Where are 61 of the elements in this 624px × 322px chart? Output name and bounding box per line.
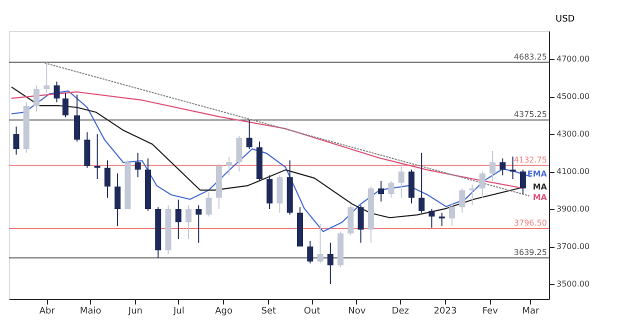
candlestick (418, 152, 425, 214)
candlestick (186, 204, 192, 240)
candlestick (54, 81, 60, 103)
x-tick-label: Out (304, 306, 321, 316)
ref-line-label: 4132.75 (514, 155, 547, 164)
x-tick-label: Set (261, 306, 276, 316)
series-label: MA (532, 193, 548, 202)
y-tick-label: 3700.00 (556, 242, 590, 252)
candlestick (94, 134, 100, 180)
candlestick (175, 199, 182, 240)
candlestick (449, 202, 456, 226)
ref-line-label: 4375.25 (514, 110, 547, 119)
candlestick (428, 208, 435, 228)
candlestick (104, 160, 110, 198)
y-tick-label: 4500.00 (556, 92, 590, 102)
candlestick (62, 92, 68, 118)
candlestick (398, 164, 404, 198)
candlestick (246, 120, 252, 150)
candlestick (510, 156, 516, 180)
candlestick (358, 204, 364, 244)
x-tick-label: Fev (482, 306, 499, 316)
candlestick (206, 192, 212, 218)
y-tick-label: 4100.00 (556, 167, 590, 176)
x-tick-label: Jun (127, 306, 142, 316)
candlestick (500, 158, 506, 176)
candlestick (438, 212, 445, 226)
candlestick (378, 180, 384, 202)
x-tick-label: 2023 (434, 306, 457, 316)
x-tick-label: Mar (522, 306, 540, 316)
y-tick-label: 4700.00 (556, 54, 590, 64)
candlestick (134, 152, 141, 178)
candlestick (469, 184, 476, 206)
y-axis-title: USD (556, 14, 575, 24)
x-tick-label: Maio (80, 306, 102, 316)
candlestick (114, 172, 121, 226)
candlestick (44, 62, 50, 94)
ref-line-label: 3639.25 (514, 248, 547, 257)
y-tick-label: 3500.00 (556, 280, 590, 289)
candlestick (34, 84, 40, 112)
x-tick-label: Ago (215, 306, 233, 316)
candlestick (327, 242, 334, 285)
series-label: MA (532, 182, 548, 192)
x-tick-label: Dez (392, 306, 410, 316)
candlestick (459, 188, 466, 214)
y-tick-label: 3900.00 (556, 204, 590, 214)
candlestick (226, 156, 232, 176)
candlestick (388, 180, 394, 198)
candlestick (307, 240, 314, 264)
ref-line-label: 4683.25 (514, 52, 547, 62)
candlestick (479, 171, 486, 198)
candlestick (196, 204, 202, 244)
candlestick (13, 126, 20, 156)
x-tick-label: Nov (348, 306, 366, 316)
x-tick-label: Abr (39, 306, 56, 316)
series-label: EMA (527, 169, 548, 178)
x-tick-label: Jul (172, 306, 184, 316)
ref-line-label: 3796.50 (514, 218, 547, 228)
candlestick (490, 150, 496, 182)
candlestick (520, 169, 526, 195)
y-tick-label: 4300.00 (556, 130, 590, 139)
candlestick (317, 224, 324, 264)
